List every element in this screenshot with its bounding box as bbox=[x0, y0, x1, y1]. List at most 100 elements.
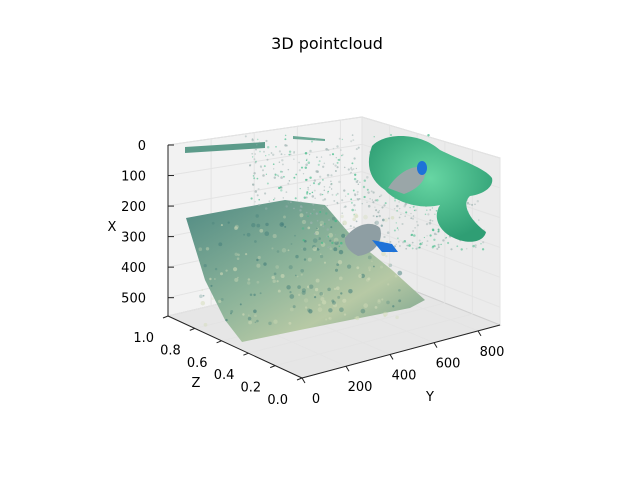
floor-point bbox=[341, 233, 346, 238]
floor-point bbox=[253, 293, 256, 297]
floor-point bbox=[256, 280, 260, 284]
cloud-point bbox=[278, 186, 281, 190]
cloud-point bbox=[322, 225, 325, 228]
cloud-point bbox=[330, 174, 333, 177]
cloud-point bbox=[424, 213, 427, 216]
cloud-point bbox=[340, 244, 343, 247]
cloud-point bbox=[421, 242, 423, 244]
cloud-point bbox=[429, 234, 432, 237]
floor-point bbox=[340, 214, 344, 219]
cloud-point bbox=[434, 213, 436, 215]
floor-point bbox=[211, 221, 215, 225]
floor-point bbox=[234, 277, 239, 282]
cloud-point bbox=[329, 245, 332, 248]
cloud-point bbox=[273, 197, 276, 199]
cloud-point bbox=[383, 204, 386, 207]
cloud-point bbox=[411, 247, 414, 250]
cloud-point bbox=[384, 202, 387, 205]
floor-point bbox=[297, 285, 301, 289]
cloud-point bbox=[480, 243, 482, 245]
cloud-point bbox=[326, 173, 330, 177]
z-tick-label: 0.4 bbox=[214, 368, 235, 383]
cloud-point bbox=[343, 166, 346, 169]
cloud-point bbox=[327, 218, 331, 222]
cloud-point bbox=[336, 202, 339, 205]
cloud-point bbox=[425, 223, 429, 226]
cloud-point bbox=[369, 197, 371, 200]
cloud-point bbox=[266, 182, 269, 185]
cloud-point bbox=[280, 153, 283, 156]
cloud-point bbox=[344, 205, 347, 208]
cloud-point bbox=[416, 224, 419, 227]
y-tick-mark bbox=[301, 377, 306, 384]
cloud-point bbox=[403, 205, 406, 208]
floor-point bbox=[314, 287, 319, 292]
cloud-point bbox=[319, 181, 321, 184]
cloud-point bbox=[281, 163, 284, 166]
cloud-point bbox=[338, 180, 341, 184]
floor-point bbox=[205, 247, 210, 251]
floor-point bbox=[354, 316, 358, 320]
cloud-point bbox=[373, 136, 375, 138]
cloud-point bbox=[335, 194, 337, 196]
floor-point bbox=[227, 221, 230, 224]
floor-point bbox=[255, 214, 259, 218]
cloud-point bbox=[437, 230, 440, 233]
cloud-point bbox=[413, 234, 416, 237]
cloud-point bbox=[254, 201, 256, 203]
floor-point bbox=[299, 213, 304, 218]
cloud-point bbox=[412, 205, 415, 208]
cloud-point bbox=[319, 175, 322, 178]
floor-point bbox=[301, 290, 306, 295]
floor-point bbox=[387, 263, 391, 267]
floor-point bbox=[283, 215, 286, 219]
floor-point bbox=[203, 263, 207, 268]
cloud-point bbox=[347, 168, 350, 171]
cloud-point bbox=[258, 141, 261, 143]
floor-point bbox=[320, 296, 325, 302]
floor-point bbox=[333, 287, 337, 291]
floor-point bbox=[356, 266, 360, 270]
cloud-point bbox=[377, 211, 380, 214]
floor-point bbox=[343, 313, 347, 316]
cloud-point bbox=[472, 244, 475, 248]
cloud-point bbox=[440, 243, 442, 246]
floor-point bbox=[214, 267, 218, 271]
cloud-point bbox=[257, 187, 260, 191]
y-axis-ticks: 0 200 400 600 800 bbox=[301, 330, 504, 407]
cloud-point bbox=[409, 206, 411, 209]
floor-point bbox=[330, 226, 333, 229]
floor-point bbox=[225, 269, 228, 272]
cloud-point bbox=[272, 163, 275, 166]
cloud-point bbox=[293, 150, 296, 153]
cloud-point bbox=[334, 219, 337, 223]
cloud-point bbox=[410, 212, 412, 215]
cloud-point bbox=[281, 159, 284, 162]
cloud-point bbox=[309, 176, 312, 179]
floor-point bbox=[337, 260, 343, 265]
floor-point bbox=[230, 312, 232, 315]
floor-point bbox=[284, 225, 287, 228]
cloud-point bbox=[265, 155, 267, 157]
cloud-point bbox=[356, 198, 358, 200]
cloud-point bbox=[326, 192, 329, 194]
cloud-point bbox=[378, 210, 381, 212]
floor-point bbox=[360, 308, 366, 314]
cloud-point bbox=[359, 198, 361, 200]
floor-point bbox=[303, 247, 307, 251]
floor-point bbox=[236, 257, 240, 260]
cloud-point bbox=[260, 166, 262, 169]
floor-point bbox=[315, 278, 320, 283]
cloud-point bbox=[327, 219, 330, 221]
cloud-point bbox=[432, 220, 434, 222]
cloud-point bbox=[327, 246, 330, 249]
diver-upper-points bbox=[388, 166, 426, 194]
cloud-point bbox=[254, 153, 256, 155]
cloud-point bbox=[410, 217, 413, 220]
cloud-point bbox=[266, 146, 270, 149]
floor-point bbox=[246, 232, 251, 237]
cloud-point bbox=[471, 203, 474, 206]
floor-point bbox=[327, 287, 331, 292]
z-gridline bbox=[248, 302, 445, 354]
cloud-point bbox=[432, 228, 435, 232]
